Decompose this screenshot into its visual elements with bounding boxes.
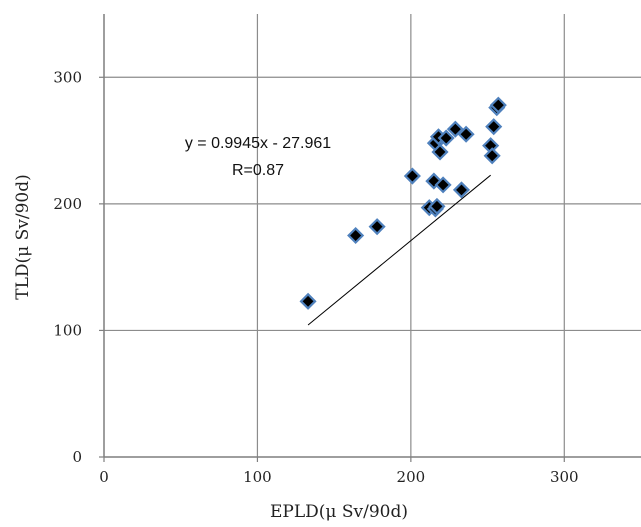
y-tick-label: 200 — [53, 195, 82, 213]
data-point — [347, 226, 365, 245]
y-tick-label: 300 — [53, 68, 82, 86]
data-point — [457, 125, 475, 143]
y-tick-label: 0 — [72, 448, 82, 466]
data-point — [368, 218, 386, 236]
tick-labels: 0 100 200 300 0 100 200 300 — [53, 68, 578, 486]
equation-annotation: y = 0.9945x - 27.961 — [185, 135, 331, 152]
data-point — [489, 96, 507, 114]
y-tick-label: 100 — [53, 321, 82, 339]
data-point — [434, 176, 452, 194]
data-point — [431, 143, 449, 161]
data-point — [452, 181, 471, 199]
data-point — [437, 129, 455, 147]
y-axis-label: TLD(μ Sv/90d) — [13, 174, 33, 299]
grid-lines — [104, 14, 641, 457]
data-point — [299, 292, 317, 310]
x-tick-label: 300 — [550, 468, 579, 486]
data-points — [299, 96, 507, 310]
x-tick-label: 200 — [397, 468, 426, 486]
x-axis-label: EPLD(μ Sv/90d) — [270, 502, 408, 522]
axes — [99, 14, 641, 462]
data-point — [485, 118, 503, 136]
x-tick-label: 0 — [99, 468, 109, 486]
trendline — [307, 174, 491, 326]
data-point — [428, 197, 446, 215]
x-tick-label: 100 — [243, 468, 272, 486]
r-value-annotation: R=0.87 — [232, 162, 284, 179]
data-point — [403, 167, 421, 185]
data-point — [483, 147, 501, 165]
data-point — [446, 120, 464, 138]
